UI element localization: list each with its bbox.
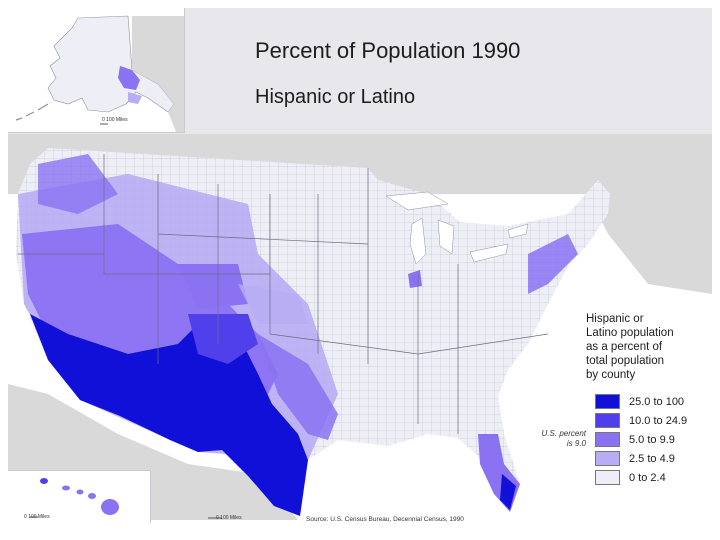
legend-label: 5.0 to 9.9 <box>629 433 675 446</box>
legend-swatch <box>595 470 620 485</box>
map-subtitle: Hispanic or Latino <box>255 86 416 108</box>
legend-heading-line: by county <box>586 369 636 381</box>
alaska-hispanic-area <box>118 66 140 90</box>
map-title: Percent of Population 1990 <box>255 38 521 63</box>
region-colorado-medium <box>178 264 248 309</box>
region-dark-newmexico <box>188 314 258 364</box>
hawaii-inset-map <box>8 470 151 523</box>
legend-heading-line: Latino population <box>586 327 674 339</box>
hawaii-island <box>101 499 119 515</box>
legend-label: 0 to 2.4 <box>629 471 666 484</box>
alaska-inset-map <box>8 8 185 133</box>
legend-swatch <box>595 451 620 466</box>
hawaii-island <box>76 489 84 495</box>
mainland-scale-label: 0 100 Miles <box>216 515 242 521</box>
hawaii-island <box>62 485 70 491</box>
state-boundaries <box>18 154 549 434</box>
hawaii-island <box>40 478 48 484</box>
us-percent-note: U.S. percent is 9.0 <box>522 429 586 449</box>
legend-swatch <box>595 432 620 447</box>
aleutian-islands <box>15 103 49 121</box>
great-lakes <box>385 191 529 265</box>
alaska-hispanic-area <box>128 92 142 104</box>
region-chicago <box>408 270 422 288</box>
legend-swatch <box>595 394 620 409</box>
legend: 25.0 to 100 10.0 to 24.9 5.0 to 9.9 2.5 … <box>595 392 687 487</box>
canada-land <box>568 134 712 294</box>
legend-item: 25.0 to 100 <box>595 392 687 411</box>
hawaii-island <box>88 493 96 499</box>
legend-heading-line: Hispanic or <box>586 313 644 325</box>
legend-item: 0 to 2.4 <box>595 468 687 487</box>
canada-land <box>132 16 184 132</box>
region-pacific-northwest <box>38 154 118 214</box>
legend-heading-line: as a percent of <box>586 341 663 353</box>
region-kansas <box>238 284 308 324</box>
us-percent-line: is 9.0 <box>566 439 586 448</box>
legend-swatch <box>595 413 620 428</box>
legend-item: 10.0 to 24.9 <box>595 411 687 430</box>
legend-label: 10.0 to 24.9 <box>629 414 688 427</box>
legend-item: 5.0 to 9.9 <box>595 430 687 449</box>
legend-item: 2.5 to 4.9 <box>595 449 687 468</box>
main-map <box>8 134 712 520</box>
legend-label: 25.0 to 100 <box>629 395 685 408</box>
legend-heading: Hispanic or Latino population as a perce… <box>586 312 708 382</box>
hawaii-scale-label: 0 100 Miles <box>24 514 50 520</box>
legend-heading-line: total population <box>586 355 665 367</box>
legend-label: 2.5 to 4.9 <box>629 452 675 465</box>
region-texas-light <box>258 334 338 440</box>
region-northeast-corridor <box>528 234 578 294</box>
alaska-scale-label: 0 100 Miles <box>102 117 128 123</box>
us-percent-line: U.S. percent <box>541 429 586 438</box>
region-south-florida <box>500 474 516 510</box>
source-note: Source: U.S. Census Bureau, Decennial Ce… <box>306 516 464 523</box>
region-dark-southwest <box>30 314 308 516</box>
